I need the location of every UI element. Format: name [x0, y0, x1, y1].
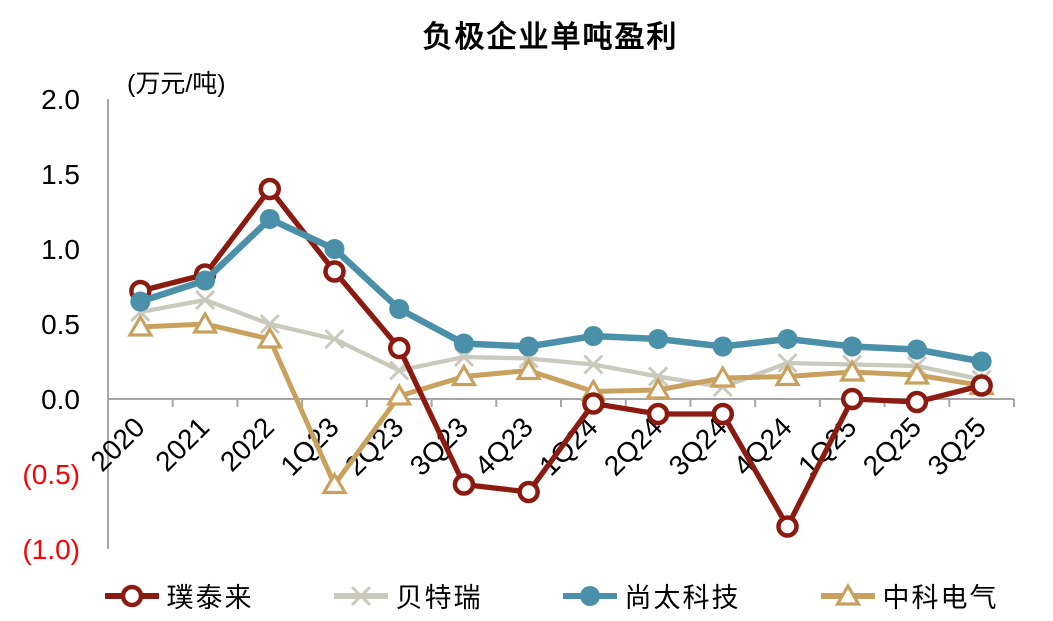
filled-circle-icon — [648, 329, 669, 349]
x-tick-label: 1Q23 — [274, 411, 344, 481]
x-tick-label: 4Q23 — [469, 411, 539, 481]
filled-circle-icon — [389, 299, 410, 319]
x-tick-label: 2Q25 — [857, 411, 927, 481]
x-icon — [259, 313, 280, 335]
open-circle-icon — [646, 402, 670, 426]
open-circle-icon — [517, 480, 540, 504]
open-triangle-icon — [834, 582, 861, 606]
x-tick-label: 2020 — [85, 411, 151, 477]
filled-circle-icon — [583, 326, 604, 346]
x-tick-label: 2021 — [149, 411, 215, 477]
series-line-beiterui — [139, 297, 983, 390]
filled-circle-icon — [906, 339, 927, 360]
open-circle-icon — [258, 177, 282, 201]
open-circle-icon — [776, 515, 799, 538]
legend-label: 中科电气 — [882, 583, 999, 613]
open-circle-icon — [323, 260, 346, 283]
open-triangle-icon — [127, 313, 154, 337]
open-triangle-icon — [709, 364, 737, 388]
series-line-shangtai-keji — [139, 215, 983, 365]
y-tick-label: (0.5) — [22, 459, 80, 490]
legend-label: 贝特瑞 — [395, 583, 483, 613]
x-icon — [324, 328, 345, 350]
open-circle-icon — [840, 387, 864, 411]
filled-circle-icon — [518, 336, 539, 357]
x-icon — [583, 354, 604, 375]
filled-circle-icon — [130, 291, 151, 312]
open-triangle-icon — [515, 357, 542, 381]
open-triangle-icon — [450, 363, 478, 387]
open-circle-icon — [387, 336, 411, 360]
y-tick-label: 1.5 — [41, 159, 80, 190]
y-tick-label: 1.0 — [41, 234, 80, 265]
filled-circle-icon — [195, 270, 216, 291]
legend-marker-filled-circle-icon — [562, 585, 617, 606]
open-triangle-icon — [321, 471, 348, 495]
chart-legend: 璞泰来 贝特瑞 尚太科技 中科电气 — [48, 576, 1053, 615]
y-tick-label: 0.0 — [41, 384, 80, 415]
open-triangle-icon — [191, 310, 219, 334]
legend-marker-open-triangle-icon — [820, 582, 875, 606]
open-triangle-icon — [903, 361, 931, 385]
legend-item-beiterui: 贝特瑞 — [332, 576, 483, 615]
legend-marker-open-circle-icon — [104, 584, 159, 607]
x-tick-label: 2Q23 — [339, 411, 409, 481]
y-axis-unit-label: (万元/吨) — [127, 70, 226, 98]
legend-label: 尚太科技 — [624, 583, 741, 613]
filled-circle-icon — [842, 336, 863, 357]
x-icon — [195, 289, 216, 311]
open-circle-icon — [970, 374, 993, 397]
x-tick-label: 3Q25 — [922, 411, 992, 481]
x-tick-label: 4Q24 — [727, 411, 797, 481]
open-circle-icon — [905, 390, 929, 414]
open-circle-icon — [452, 473, 476, 496]
open-circle-icon — [582, 392, 605, 415]
filled-circle-icon — [259, 209, 280, 229]
series-line-putailai — [139, 184, 983, 533]
y-tick-label: 2.0 — [41, 84, 80, 115]
open-circle-icon — [120, 584, 143, 607]
open-triangle-icon — [385, 382, 413, 406]
x-icon — [648, 366, 669, 387]
filled-circle-icon — [777, 329, 798, 349]
legend-item-shangtai-keji: 尚太科技 — [561, 576, 741, 615]
filled-circle-icon — [712, 336, 733, 357]
filled-circle-icon — [971, 351, 992, 372]
chart-title: 负极企业单吨盈利 — [422, 21, 679, 54]
open-triangle-icon — [838, 358, 866, 382]
y-tick-label: (1.0) — [22, 534, 80, 565]
series-shangtai-keji — [130, 209, 992, 372]
x-icon — [350, 585, 371, 606]
legend-item-putailai: 璞泰来 — [103, 576, 254, 615]
filled-circle-icon — [324, 239, 345, 259]
series-putailai — [129, 177, 993, 538]
legend-marker-x-icon — [333, 585, 388, 606]
open-triangle-icon — [644, 376, 672, 400]
x-icon — [777, 352, 798, 374]
legend-item-zhongke-dianqi: 中科电气 — [819, 576, 999, 615]
series-zhongke-dianqi — [127, 310, 995, 495]
x-tick-label: 2022 — [214, 411, 280, 477]
filled-circle-icon — [579, 585, 600, 606]
open-circle-icon — [711, 402, 735, 426]
open-triangle-icon — [256, 325, 284, 349]
legend-label: 璞泰来 — [166, 583, 254, 613]
y-tick-label: 0.5 — [41, 309, 80, 340]
open-triangle-icon — [774, 363, 801, 387]
series-line-zhongke-dianqi — [140, 321, 983, 490]
x-tick-label: 3Q23 — [404, 411, 474, 481]
filled-circle-icon — [453, 333, 474, 354]
